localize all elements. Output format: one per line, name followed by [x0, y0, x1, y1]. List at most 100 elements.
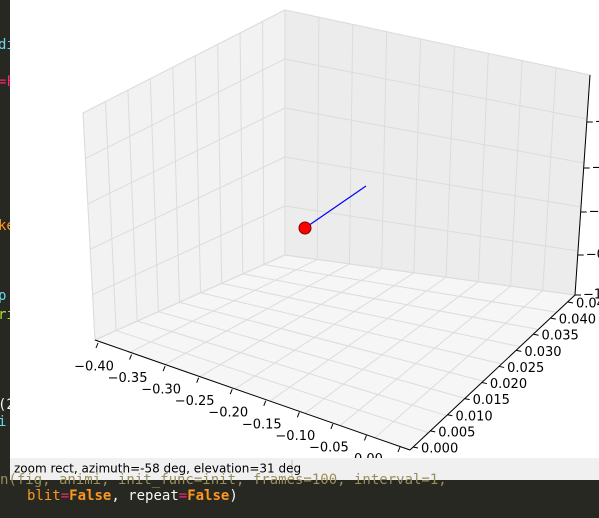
grid-line [477, 53, 489, 282]
code-fragment: i [0, 414, 6, 430]
z-axis-line [574, 74, 591, 296]
grid-line [284, 107, 585, 164]
y-tick-label: 0.005 [438, 425, 475, 440]
x-tick-label: −0.25 [175, 394, 215, 409]
marker-point [298, 221, 312, 235]
grid-line [89, 156, 286, 250]
y-tick [481, 382, 487, 385]
grid-line [284, 58, 588, 120]
y-tick-label: 0.040 [559, 313, 596, 328]
grid-line [284, 254, 576, 296]
code-value: False [187, 488, 229, 504]
grid-line [172, 67, 180, 303]
grid-line [542, 67, 557, 291]
x-tick-label: −0.30 [141, 383, 181, 398]
y-tick [499, 365, 505, 368]
grid-line [85, 58, 286, 159]
grid-line [262, 21, 265, 265]
z-tick-label: −0 [592, 161, 599, 176]
y-tick [533, 333, 539, 336]
grid-line [284, 9, 591, 76]
y-tick [412, 446, 419, 449]
code-op: = [61, 488, 69, 504]
z-tick-label: − [595, 115, 599, 130]
grid-line [194, 55, 202, 293]
grid-line [149, 78, 159, 312]
y-tick-label: 0.020 [490, 377, 527, 392]
grid-line [199, 267, 382, 378]
grid-line [158, 311, 466, 399]
code-fragment: p [0, 288, 6, 304]
z-tick-label: −1 [583, 288, 599, 303]
grid-line [164, 263, 350, 365]
grid-line [129, 258, 318, 353]
code-line: n(fig, animi, init_func=init, frames=100… [0, 472, 447, 488]
grid-line [284, 156, 582, 208]
grid-line [104, 101, 117, 331]
x-tick [330, 423, 334, 430]
trajectory-line [304, 185, 367, 229]
x-axis-line [94, 339, 411, 451]
z-tick-label: −0 [586, 248, 599, 263]
x-tick-label: −0.35 [108, 371, 148, 386]
status-text: zoom rect, azimuth=-58 deg, elevation=31… [14, 462, 301, 476]
code-keyword: blit [27, 488, 61, 504]
grid-line [374, 290, 544, 439]
y-tick [447, 414, 453, 417]
y-tick-label: 0.025 [507, 361, 544, 376]
grid-line [137, 320, 447, 417]
grid-line [82, 9, 286, 114]
y-tick [464, 398, 470, 401]
code-text: , repeat [111, 488, 178, 504]
grid-line [179, 301, 484, 382]
grid-line [127, 90, 138, 322]
y-tick [550, 317, 556, 320]
x-tick [162, 365, 166, 372]
code-value: False [69, 488, 111, 504]
x-tick [263, 400, 267, 406]
y-tick-label: 0.035 [542, 329, 579, 344]
y-tick [430, 430, 436, 433]
y-tick-label: 0.030 [524, 345, 561, 360]
y-tick [516, 349, 522, 352]
x-tick [363, 435, 367, 441]
grid-line [445, 46, 455, 278]
y-tick-label: 0.015 [473, 393, 510, 408]
grid-line [200, 292, 502, 365]
x-tick [397, 446, 401, 453]
grid-line [263, 263, 557, 313]
grid-line [221, 282, 521, 348]
grid-line [242, 273, 539, 330]
x-tick [296, 412, 300, 418]
grid-line [94, 254, 286, 341]
grid-line [304, 281, 479, 414]
grid-line [87, 107, 286, 205]
grid-line [269, 276, 447, 402]
grid-line [510, 60, 523, 287]
y-tick [567, 301, 574, 304]
x-tick-label: −0.20 [208, 406, 248, 421]
x-tick [95, 342, 99, 349]
grid-line [92, 205, 286, 296]
grid-line [413, 38, 422, 273]
code-op: = [179, 488, 187, 504]
x-tick [196, 377, 200, 383]
grid-line [82, 112, 96, 341]
grid-line [381, 31, 388, 269]
code-text: ) [229, 488, 237, 504]
x-tick-label: −0.05 [309, 440, 349, 455]
x-tick-label: −0.10 [275, 429, 315, 444]
grid-line [217, 44, 223, 284]
x-tick-label: −0.40 [74, 360, 114, 375]
code-line: blit=False, repeat=False) [27, 488, 238, 504]
y-tick-label: 0.000 [421, 442, 458, 457]
grid-line [239, 32, 244, 274]
y-axis-line [409, 294, 576, 451]
grid-line [348, 24, 354, 264]
z-tick-label: −0 [589, 205, 599, 220]
status-bar [10, 458, 599, 480]
grid-line [339, 285, 511, 426]
y-tick-label: 0.010 [455, 409, 492, 424]
grid-line [115, 330, 429, 434]
